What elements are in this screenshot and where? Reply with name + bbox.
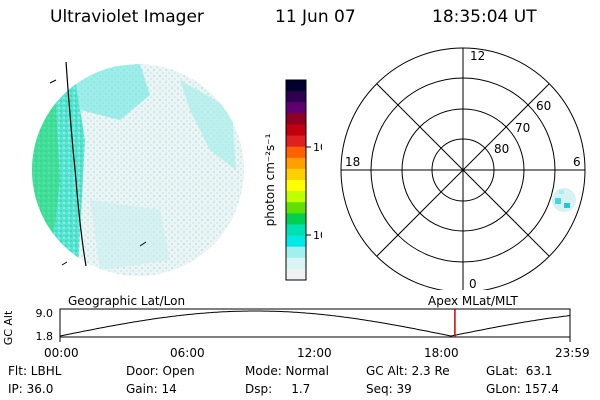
geographic-label: Geographic Lat/Lon: [68, 294, 186, 308]
time-tick-2359: 23:59: [555, 346, 590, 360]
lat-label-60: 60: [536, 99, 551, 113]
ip-info: IP: 36.0: [8, 382, 54, 396]
glon-info: GLon: 157.4: [486, 382, 559, 396]
tick-label-10: 10: [313, 229, 322, 242]
color-bar-segment: [286, 135, 306, 148]
color-bar: 100 10 photon cm⁻²s⁻¹: [263, 79, 322, 281]
color-bar-segment: [286, 157, 306, 170]
color-bar-segment: [286, 80, 306, 92]
tick-label-100: 100: [313, 141, 322, 154]
polar-uv-patch: [552, 188, 576, 212]
color-bar-segment: [286, 202, 306, 214]
color-bar-segment: [286, 235, 306, 248]
time-tick-0600: 06:00: [170, 346, 205, 360]
filter-info: Flt: LBHL: [8, 364, 62, 378]
earth-disk: [32, 64, 244, 276]
altitude-curve: [59, 310, 571, 337]
color-bar-segment: [286, 268, 306, 281]
color-bar-segment: [286, 113, 306, 125]
seq-info: Seq: 39: [366, 382, 412, 396]
color-bar-segment: [286, 213, 306, 225]
glat-info: GLat: 63.1: [486, 364, 553, 378]
dsp-info: Dsp: 1.7: [245, 382, 311, 396]
color-bar-segment: [286, 168, 306, 181]
tick-marks: [49, 79, 147, 266]
mlt-label-12: 12: [470, 49, 485, 63]
date-label: 11 Jun 07: [275, 7, 356, 27]
mlt-label-0: 0: [469, 277, 477, 290]
color-bar-segment: [286, 180, 306, 192]
time-tick-0000: 00:00: [44, 346, 79, 360]
color-bar-segment: [286, 102, 306, 114]
color-bar-segment: [286, 124, 306, 137]
polar-plot: 12 18 6 0 60 70 80: [340, 47, 586, 290]
instrument-title: Ultraviolet Imager: [50, 7, 204, 27]
meridian-diag-2: [376, 83, 550, 257]
color-bar-segment: [286, 246, 306, 259]
color-bar-segment: [286, 146, 306, 159]
apex-label: Apex MLat/MLT: [428, 294, 518, 308]
gc-alt-axis-title: GC Alt: [2, 310, 15, 345]
gain-info: Gain: 14: [126, 382, 177, 396]
mode-info: Mode: Normal: [245, 364, 329, 378]
terminator-line: [65, 61, 87, 267]
uv-image-panel: [32, 61, 244, 276]
y-tick-1-8: 1.8: [36, 330, 54, 343]
color-bar-frame: [285, 79, 307, 281]
y-tick-9: 9.0: [36, 307, 54, 320]
time-tick-1800: 18:00: [424, 346, 459, 360]
color-bar-segment: [286, 91, 306, 103]
mlt-label-18: 18: [345, 155, 360, 169]
color-bar-unit-label: photon cm⁻²s⁻¹: [263, 133, 277, 226]
lat-label-80: 80: [494, 142, 509, 156]
color-bar-segment: [286, 257, 306, 270]
lat-label-70: 70: [515, 121, 530, 135]
color-bar-segment: [286, 224, 306, 237]
timeline-frame: [59, 308, 571, 338]
gc-alt-info: GC Alt: 2.3 Re: [366, 364, 450, 378]
time-tick-1200: 12:00: [297, 346, 332, 360]
mlt-label-6: 6: [573, 155, 581, 169]
color-bar-segment: [286, 191, 306, 203]
altitude-timeline: GC Alt 9.0 1.8: [2, 307, 571, 345]
door-info: Door: Open: [126, 364, 195, 378]
time-label: 18:35:04 UT: [432, 7, 537, 27]
